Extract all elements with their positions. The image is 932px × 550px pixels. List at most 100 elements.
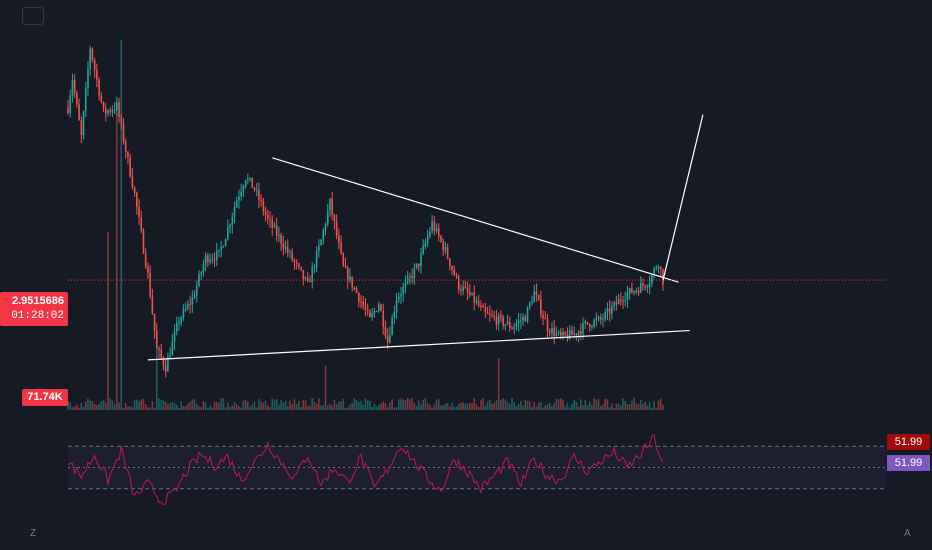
candle-body — [340, 242, 342, 254]
candle-body — [253, 187, 256, 190]
candle-body — [535, 291, 538, 295]
candle-body — [178, 322, 180, 324]
volume-bar — [302, 399, 305, 410]
volume-bar — [87, 398, 89, 410]
volume-bar — [602, 404, 604, 410]
candle-body — [218, 249, 220, 251]
volume-bar — [262, 402, 265, 410]
volume-bar — [193, 399, 196, 410]
volume-bar — [109, 398, 111, 410]
volume-bar — [111, 400, 114, 410]
zoom-button[interactable]: Z — [30, 528, 37, 539]
volume-bar — [151, 401, 154, 410]
volume-bar — [566, 402, 569, 410]
volume-bar — [515, 405, 518, 410]
candle-body — [351, 276, 353, 288]
candle-body — [116, 102, 118, 110]
volume-bar — [349, 404, 351, 410]
candle-body — [298, 263, 300, 267]
candle-body — [107, 110, 109, 114]
candle-body — [184, 308, 187, 310]
volume-bar — [173, 402, 176, 410]
volume-bar — [473, 398, 476, 410]
volume-bar — [122, 407, 125, 410]
volume-bar — [153, 407, 156, 410]
candle-body — [220, 247, 222, 250]
candle-body — [489, 313, 491, 315]
volume-bar — [384, 403, 387, 410]
candle-body — [338, 235, 340, 243]
volume-bar — [275, 399, 278, 410]
candle-body — [129, 157, 131, 177]
volume-bar — [235, 404, 238, 410]
candle-body — [149, 272, 151, 297]
volume-bar — [67, 401, 69, 410]
candle-body — [76, 92, 78, 105]
volume-bar — [358, 401, 360, 410]
chart-settings-button[interactable] — [22, 7, 44, 25]
candle-body — [560, 331, 562, 336]
volume-bar — [282, 402, 285, 410]
candle-body — [471, 292, 473, 295]
volume-bar — [489, 399, 491, 410]
candle-body — [462, 287, 464, 291]
candle-body — [531, 302, 533, 304]
candle-body — [562, 331, 564, 336]
volume-bar — [133, 400, 136, 410]
volume-bar — [440, 405, 442, 410]
candle-body — [580, 331, 582, 334]
candle-body — [633, 291, 635, 293]
candle-body — [144, 253, 147, 267]
candle-body — [322, 230, 325, 240]
volume-bar — [435, 399, 438, 410]
candle-body — [575, 333, 578, 336]
trendline-layer[interactable] — [147, 114, 704, 361]
volume-bar — [577, 406, 580, 410]
candle-body — [384, 327, 387, 337]
volume-bar — [631, 400, 633, 410]
candle-body — [189, 304, 191, 306]
candle-body — [267, 214, 269, 219]
auto-scale-button[interactable]: A — [904, 528, 911, 539]
volume-bar — [464, 403, 467, 410]
candle-body — [167, 356, 169, 372]
candle-body — [315, 250, 318, 268]
volume-bar — [413, 402, 416, 410]
candle-body — [426, 236, 429, 243]
volume-bar — [249, 406, 251, 410]
volume-bar — [502, 397, 504, 410]
candle-body — [591, 326, 593, 328]
volume-bar — [431, 407, 433, 410]
candle-body — [211, 259, 214, 261]
candle-body — [571, 330, 573, 335]
volume-bar — [267, 405, 269, 410]
candle-body — [642, 283, 644, 286]
volume-bar — [460, 402, 462, 410]
volume-bar — [82, 406, 85, 410]
candle-body — [469, 292, 471, 295]
candle-body — [542, 314, 544, 318]
candle-body — [109, 110, 111, 112]
candle-body — [420, 253, 422, 267]
candle-body — [624, 299, 627, 301]
volume-bar — [260, 401, 262, 410]
volume-bar — [528, 401, 531, 410]
volume-bar — [628, 404, 631, 410]
volume-bar — [293, 399, 296, 410]
candle-body — [564, 331, 567, 335]
volume-bar — [564, 405, 567, 410]
candle-body — [486, 312, 489, 314]
volume-bar — [415, 405, 418, 410]
volume-bar — [333, 399, 336, 410]
candle-body — [131, 176, 134, 188]
candle-body — [207, 255, 209, 263]
candle-body — [71, 80, 74, 97]
candle-body — [440, 236, 442, 242]
volume-bar — [568, 407, 571, 410]
rsi-line — [67, 433, 664, 506]
volume-bar — [233, 401, 236, 410]
volume-bar — [611, 403, 613, 410]
candle-body — [371, 313, 373, 318]
candle-body — [655, 268, 658, 270]
